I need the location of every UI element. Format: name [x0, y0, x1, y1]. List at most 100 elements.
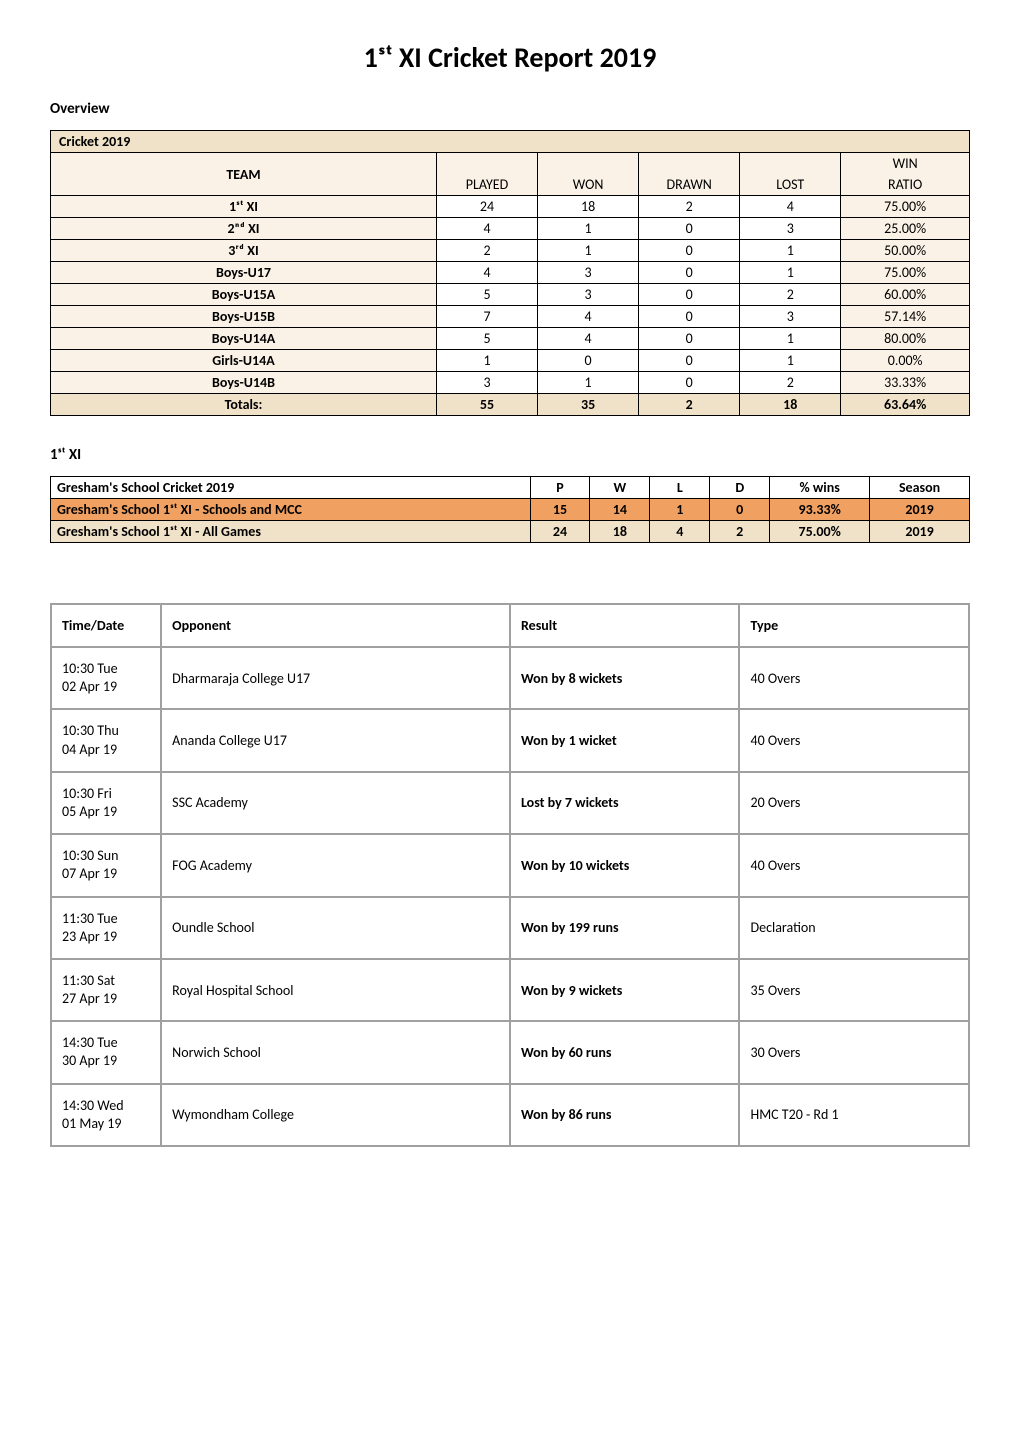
- fixture-date: 04 Apr 19: [62, 741, 117, 758]
- overview-cell-drawn: 0: [639, 306, 740, 328]
- overview-cell-won: 3: [538, 284, 639, 306]
- summary-col-5: % wins: [770, 477, 870, 499]
- fixtures-opponent-cell: Ananda College U17: [161, 709, 510, 771]
- overview-cell-lost: 1: [740, 240, 841, 262]
- overview-cell-team: Boys-U14A: [51, 328, 437, 350]
- fixtures-type-cell: 40 Overs: [739, 647, 969, 709]
- summary-header-row: Gresham's School Cricket 2019 P W L D % …: [51, 477, 970, 499]
- fixtures-col-time: Time/Date: [51, 604, 161, 647]
- overview-cell-won: 1: [538, 218, 639, 240]
- overview-cell-lost: 4: [740, 196, 841, 218]
- overview-col-lost: LOST: [740, 153, 841, 196]
- overview-cell-lost: 2: [740, 372, 841, 394]
- summary-r2-2: 18: [590, 521, 650, 543]
- overview-cell-ratio: 75.00%: [841, 262, 970, 284]
- fixtures-result-cell: Lost by 7 wickets: [510, 772, 740, 834]
- fixtures-type-cell: 30 Overs: [739, 1021, 969, 1083]
- fixture-time: 11:30 Tue: [62, 910, 118, 927]
- overview-row: 3ʳᵈ XI210150.00%: [51, 240, 970, 262]
- fixtures-time-cell: 11:30 Sat27 Apr 19: [51, 959, 161, 1021]
- overview-cell-won: 0: [538, 350, 639, 372]
- summary-table: Gresham's School Cricket 2019 P W L D % …: [50, 476, 970, 543]
- fixture-date: 30 Apr 19: [62, 1052, 117, 1069]
- overview-cell-drawn: 0: [639, 372, 740, 394]
- fixtures-table: Time/Date Opponent Result Type 10:30 Tue…: [50, 603, 970, 1147]
- overview-col-team: TEAM: [51, 153, 437, 196]
- summary-r1-5: 93.33%: [770, 499, 870, 521]
- page-title: 1ˢᵗ XI Cricket Report 2019: [50, 40, 970, 75]
- overview-cell-team: 2ⁿᵈ XI: [51, 218, 437, 240]
- summary-col-1: P: [530, 477, 590, 499]
- summary-col-4: D: [710, 477, 770, 499]
- overview-cell-lost: 3: [740, 306, 841, 328]
- summary-row-schools: Gresham's School 1ˢᵗ XI - Schools and MC…: [51, 499, 970, 521]
- overview-cell-drawn: 2: [639, 196, 740, 218]
- fixtures-row: 10:30 Tue02 Apr 19Dharmaraja College U17…: [51, 647, 969, 709]
- overview-cell-ratio: 50.00%: [841, 240, 970, 262]
- overview-cell-team: 3ʳᵈ XI: [51, 240, 437, 262]
- totals-ratio: 63.64%: [841, 394, 970, 416]
- overview-cell-played: 4: [436, 218, 537, 240]
- fixtures-opponent-cell: Royal Hospital School: [161, 959, 510, 1021]
- overview-cell-drawn: 0: [639, 284, 740, 306]
- fixtures-opponent-cell: SSC Academy: [161, 772, 510, 834]
- overview-cell-drawn: 0: [639, 328, 740, 350]
- fixtures-time-cell: 11:30 Tue23 Apr 19: [51, 897, 161, 959]
- fixtures-opponent-cell: FOG Academy: [161, 834, 510, 896]
- overview-cell-played: 4: [436, 262, 537, 284]
- fixtures-col-type: Type: [739, 604, 969, 647]
- overview-col-ratio-top: WIN: [841, 153, 970, 175]
- summary-r1-4: 0: [710, 499, 770, 521]
- overview-cell-team: Boys-U17: [51, 262, 437, 284]
- overview-cell-played: 1: [436, 350, 537, 372]
- overview-row: Boys-U14B310233.33%: [51, 372, 970, 394]
- overview-banner-row: Cricket 2019: [51, 131, 970, 153]
- fixtures-type-cell: 40 Overs: [739, 709, 969, 771]
- summary-r2-6: 2019: [870, 521, 970, 543]
- fixture-time: 11:30 Sat: [62, 972, 115, 989]
- overview-cell-lost: 1: [740, 350, 841, 372]
- overview-cell-team: Boys-U15A: [51, 284, 437, 306]
- summary-r1-6: 2019: [870, 499, 970, 521]
- overview-cell-played: 3: [436, 372, 537, 394]
- overview-cell-won: 18: [538, 196, 639, 218]
- summary-r1-0: Gresham's School 1ˢᵗ XI - Schools and MC…: [51, 499, 531, 521]
- fixtures-row: 11:30 Sat27 Apr 19Royal Hospital SchoolW…: [51, 959, 969, 1021]
- overview-cell-played: 7: [436, 306, 537, 328]
- summary-col-2: W: [590, 477, 650, 499]
- overview-header-row: TEAM PLAYED WON DRAWN LOST WIN: [51, 153, 970, 175]
- summary-col-3: L: [650, 477, 710, 499]
- fixtures-result-cell: Won by 1 wicket: [510, 709, 740, 771]
- fixture-time: 10:30 Fri: [62, 785, 112, 802]
- summary-col-0: Gresham's School Cricket 2019: [51, 477, 531, 499]
- overview-col-played: PLAYED: [436, 153, 537, 196]
- fixture-date: 07 Apr 19: [62, 865, 117, 882]
- summary-col-6: Season: [870, 477, 970, 499]
- overview-cell-ratio: 25.00%: [841, 218, 970, 240]
- overview-cell-ratio: 0.00%: [841, 350, 970, 372]
- overview-banner-cell: Cricket 2019: [51, 131, 970, 153]
- summary-row-all: Gresham's School 1ˢᵗ XI - All Games 24 1…: [51, 521, 970, 543]
- overview-row: 2ⁿᵈ XI410325.00%: [51, 218, 970, 240]
- overview-cell-drawn: 0: [639, 218, 740, 240]
- fixtures-result-cell: Won by 10 wickets: [510, 834, 740, 896]
- overview-cell-played: 24: [436, 196, 537, 218]
- fixtures-type-cell: 35 Overs: [739, 959, 969, 1021]
- overview-cell-lost: 2: [740, 284, 841, 306]
- fixtures-row: 14:30 Wed01 May 19Wymondham CollegeWon b…: [51, 1084, 969, 1146]
- overview-cell-ratio: 75.00%: [841, 196, 970, 218]
- fixture-date: 27 Apr 19: [62, 990, 117, 1007]
- fixtures-type-cell: HMC T20 - Rd 1: [739, 1084, 969, 1146]
- fixtures-col-opponent: Opponent: [161, 604, 510, 647]
- overview-row: Boys-U15B740357.14%: [51, 306, 970, 328]
- overview-cell-won: 1: [538, 372, 639, 394]
- overview-cell-team: Boys-U14B: [51, 372, 437, 394]
- fixture-date: 05 Apr 19: [62, 803, 117, 820]
- fixtures-row: 14:30 Tue30 Apr 19Norwich SchoolWon by 6…: [51, 1021, 969, 1083]
- fixtures-col-result: Result: [510, 604, 740, 647]
- totals-played: 55: [436, 394, 537, 416]
- fixtures-opponent-cell: Oundle School: [161, 897, 510, 959]
- totals-label: Totals:: [51, 394, 437, 416]
- overview-cell-ratio: 57.14%: [841, 306, 970, 328]
- overview-col-drawn: DRAWN: [639, 153, 740, 196]
